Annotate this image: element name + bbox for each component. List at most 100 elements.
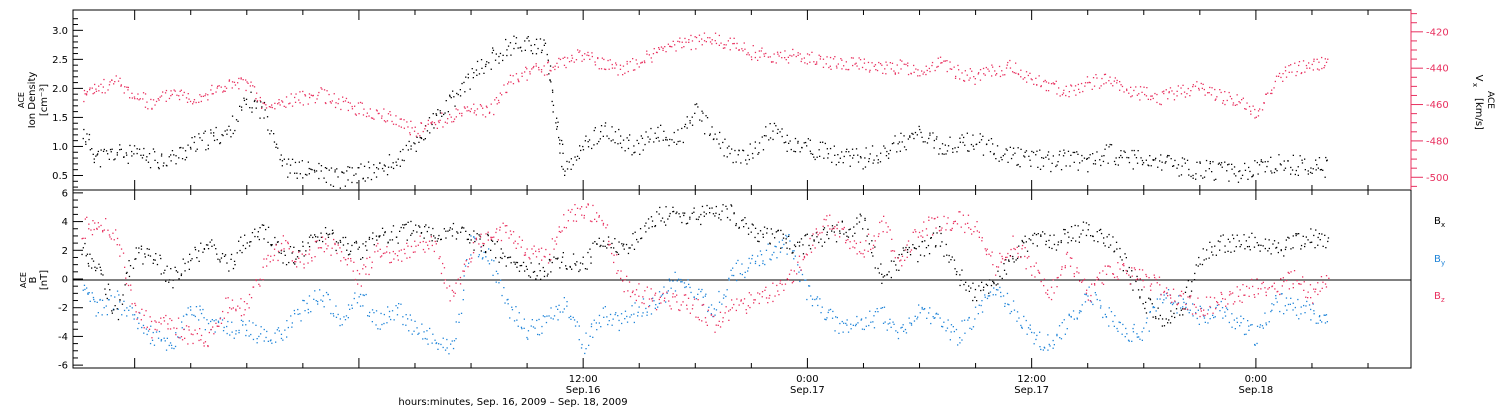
by-point — [101, 314, 103, 316]
bz-point — [369, 256, 371, 258]
bz-point — [487, 239, 489, 241]
bz-point — [1143, 286, 1145, 288]
bx-point — [579, 262, 582, 264]
bx-point — [299, 250, 301, 252]
density-point — [1048, 158, 1050, 160]
bx-point — [606, 247, 608, 249]
density-point — [552, 104, 555, 106]
x-axis-labels: 12:00 Sep.16 0:00 Sep.17 12:00 Sep.17 0:… — [398, 374, 1273, 408]
bz-point — [1234, 301, 1236, 303]
vx-point — [896, 64, 898, 66]
by-point — [563, 308, 565, 310]
density-point — [502, 59, 504, 62]
vx-point — [1123, 91, 1125, 93]
by-point — [99, 299, 101, 301]
by-point — [1298, 318, 1300, 320]
by-point — [921, 308, 923, 310]
density-point — [541, 49, 543, 51]
vx-point — [486, 106, 488, 109]
density-point — [773, 122, 776, 125]
density-point — [1270, 170, 1272, 172]
bz-point — [1123, 263, 1125, 265]
bz-point — [1007, 252, 1009, 255]
vx-point — [791, 55, 793, 57]
by-point — [882, 322, 885, 324]
density-point — [187, 144, 189, 146]
bx-point — [149, 255, 152, 257]
density-point — [552, 91, 554, 93]
bx-point — [360, 258, 362, 260]
density-point — [961, 134, 963, 136]
by-point — [641, 315, 643, 317]
bz-point — [634, 293, 636, 296]
by-point — [855, 323, 857, 325]
bx-point — [648, 227, 650, 229]
density-point — [644, 143, 646, 146]
bz-point — [978, 236, 980, 238]
vx-point — [480, 105, 483, 107]
by-point — [869, 310, 871, 312]
bz-point — [365, 273, 367, 275]
bx-point — [959, 284, 961, 287]
bx-point — [116, 308, 118, 310]
by-point — [786, 253, 788, 255]
bz-point — [558, 226, 560, 228]
by-point — [1251, 324, 1253, 326]
by-point — [838, 332, 840, 334]
density-point — [1152, 159, 1154, 161]
by-point — [487, 260, 489, 262]
bx-point — [376, 239, 378, 241]
by-point — [108, 299, 110, 301]
vx-point — [415, 135, 418, 137]
density-point — [1180, 174, 1183, 176]
bx-point — [818, 241, 820, 244]
bz-point — [119, 255, 121, 257]
density-point — [507, 45, 510, 47]
bz-point — [761, 296, 763, 298]
vx-point — [1214, 88, 1216, 91]
bz-point — [184, 337, 186, 339]
density-point — [628, 139, 630, 141]
density-point — [435, 113, 437, 115]
density-point — [954, 147, 956, 149]
vx-point — [1030, 78, 1032, 80]
density-point — [556, 126, 558, 128]
by-point — [736, 279, 738, 282]
bz-point — [1312, 302, 1314, 304]
bz-point — [1163, 291, 1165, 294]
by-point — [852, 324, 854, 326]
density-point — [993, 152, 995, 155]
by-point — [500, 279, 502, 281]
density-point — [1228, 163, 1230, 165]
bx-point — [445, 237, 447, 239]
bz-point — [823, 218, 825, 221]
density-point — [343, 172, 345, 174]
by-point — [611, 324, 613, 326]
bz-point — [320, 247, 323, 249]
bz-point — [651, 298, 653, 300]
x-date-label: Sep.17 — [1014, 385, 1049, 396]
vx-point — [361, 102, 363, 104]
vx-point — [1095, 74, 1097, 76]
bx-point — [219, 259, 221, 261]
by-point — [429, 327, 431, 330]
bz-point — [772, 300, 774, 303]
by-point — [175, 332, 177, 334]
density-point — [131, 155, 133, 157]
by-point — [87, 292, 89, 294]
vx-point — [830, 68, 832, 70]
bz-point — [834, 234, 836, 236]
bx-point — [1032, 242, 1034, 245]
bx-point — [190, 259, 192, 262]
bx-point — [431, 240, 433, 242]
density-point — [655, 137, 657, 139]
vx-point — [1026, 81, 1028, 83]
bx-point — [1132, 289, 1134, 291]
by-point — [648, 305, 651, 307]
bz-point — [311, 257, 313, 259]
bx-point — [479, 238, 481, 240]
vx-point — [792, 48, 794, 51]
bx-point — [1198, 256, 1200, 259]
bx-point — [939, 245, 942, 247]
bz-point — [984, 248, 986, 250]
